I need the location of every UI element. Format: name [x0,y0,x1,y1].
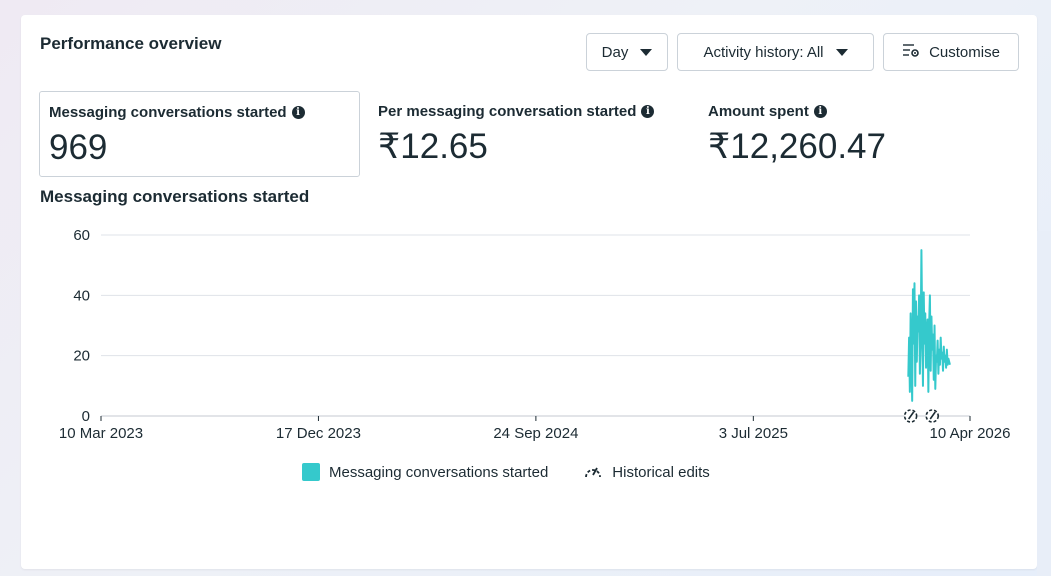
day-dropdown-label: Day [601,43,629,61]
caret-down-icon [835,48,848,56]
customise-label: Customise [929,43,1000,61]
card-title: Performance overview [40,34,222,53]
y-tick-label: 0 [82,408,90,425]
metric-label: Amount spent [708,103,809,120]
legend-swatch [302,463,320,481]
y-tick-label: 40 [73,287,90,304]
x-tick-label: 10 Mar 2023 [59,425,143,442]
metric-label: Per messaging conversation started [378,103,637,120]
customise-button[interactable]: Customise [883,33,1019,71]
historical-edit-icon [583,463,603,481]
x-tick-label: 10 Apr 2026 [930,425,1011,442]
legend-series-label: Messaging conversations started [329,463,549,481]
chart-legend: Messaging conversations started Historic… [302,463,710,481]
metric-value: 969 [49,128,108,167]
metric-label: Messaging conversations started [49,104,287,121]
metric-value: ₹12,260.47 [708,127,886,166]
legend-item-series[interactable]: Messaging conversations started [302,463,548,481]
performance-card: Performance overview Day Activity histor… [21,15,1037,569]
legend-edits-label: Historical edits [612,463,710,481]
page-edge [1037,231,1051,576]
x-tick-label: 24 Sep 2024 [493,425,578,442]
legend-item-historical-edits[interactable]: Historical edits [583,463,710,481]
activity-history-label: Activity history: All [703,43,824,61]
x-tick-label: 17 Dec 2023 [276,425,361,442]
y-tick-label: 20 [73,348,90,365]
chart-title: Messaging conversations started [40,187,310,206]
customise-icon [902,42,920,62]
series-line [907,249,951,402]
metric-messaging-conversations[interactable]: Messaging conversations started i 969 [39,91,360,177]
info-icon[interactable]: i [813,105,827,118]
caret-down-icon [640,48,653,56]
metric-value: ₹12.65 [378,127,488,166]
line-chart: 0 20 40 60 10 Mar 2023 17 Dec 2023 24 Sep 2024… [59,227,1011,442]
info-icon[interactable]: i [641,105,655,118]
historical-edit-marker[interactable] [925,409,940,423]
y-tick-label: 60 [73,227,90,244]
activity-history-dropdown[interactable]: Activity history: All [677,33,874,71]
metric-amount-spent[interactable]: Amount spent i ₹12,260.47 [708,91,1018,177]
historical-edit-marker[interactable] [903,409,918,423]
x-tick-label: 3 Jul 2025 [719,425,788,442]
info-icon[interactable]: i [291,106,305,119]
day-dropdown[interactable]: Day [586,33,668,71]
metric-cost-per-conversation[interactable]: Per messaging conversation started i ₹12… [378,91,688,177]
